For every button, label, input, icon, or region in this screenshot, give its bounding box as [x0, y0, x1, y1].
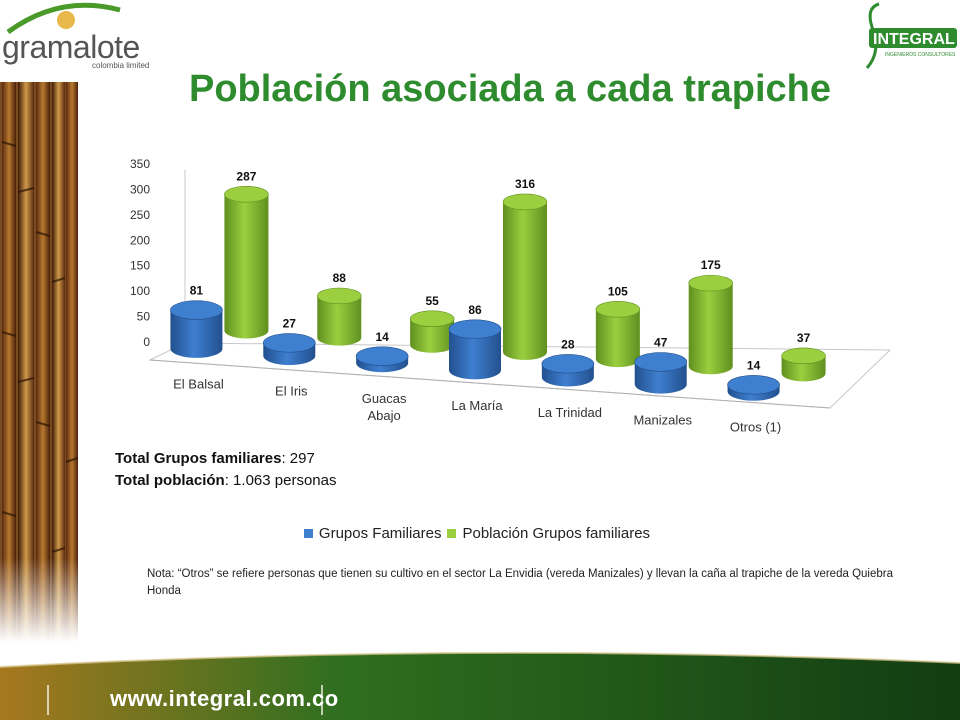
- blue-bar-body: [449, 329, 501, 380]
- sugarcane-image: [0, 82, 78, 642]
- green-bar: 88: [316, 271, 362, 346]
- green-bar-value-label: 88: [333, 271, 347, 285]
- blue-bar-value-label: 27: [283, 317, 297, 331]
- blue-bar: 81: [170, 284, 223, 358]
- green-bar-top: [688, 274, 734, 292]
- logo-right-name: INTEGRAL: [873, 31, 955, 48]
- green-bar-value-label: 175: [701, 258, 721, 272]
- blue-bar: 27: [262, 317, 316, 366]
- blue-bar-value-label: 14: [375, 330, 389, 344]
- green-bar-value-label: 55: [425, 294, 439, 308]
- integral-logo: INTEGRAL INGENIEROS CONSULTORES: [855, 0, 960, 72]
- gramalote-logo: gramalote colombia limited: [0, 0, 170, 72]
- x-tick-label: Otros (1): [730, 419, 781, 434]
- green-bar-body: [503, 201, 547, 360]
- x-tick-label: El Iris: [275, 384, 308, 399]
- green-bar-value-label: 37: [797, 331, 811, 345]
- blue-bar: 14: [355, 330, 409, 373]
- green-bar: 175: [688, 258, 734, 375]
- y-tick-label: 50: [137, 310, 151, 324]
- green-bar: 287: [224, 169, 269, 339]
- legend-swatch-blue: [303, 528, 313, 538]
- logo-left-name: gramalote: [2, 29, 140, 65]
- green-bar-top: [409, 310, 455, 327]
- green-bar-body: [317, 295, 362, 346]
- blue-bar-top: [355, 346, 409, 366]
- legend-label-population: Población Grupos familiares: [462, 524, 651, 542]
- blue-bar-top: [634, 352, 688, 372]
- total-groups-value: : 297: [281, 450, 315, 467]
- legend-item-groups: Grupos Familiares: [303, 524, 442, 542]
- totals-line-2: Total población: 1.063 personas: [115, 470, 615, 492]
- y-tick-label: 150: [130, 259, 150, 273]
- footer-band: [0, 651, 960, 720]
- legend-swatch-green: [447, 528, 457, 538]
- blue-bar-body: [170, 310, 223, 358]
- y-tick-label: 350: [130, 157, 150, 171]
- y-tick-label: 250: [130, 208, 150, 222]
- y-tick-label: 0: [143, 335, 150, 349]
- green-bar: 37: [781, 331, 826, 382]
- x-tick-label: Abajo: [368, 408, 401, 423]
- legend-item-population: Población Grupos familiares: [447, 525, 650, 542]
- x-tick-label: La María: [451, 398, 503, 413]
- blue-bar: 47: [634, 336, 688, 394]
- green-bar-top: [595, 301, 641, 318]
- footnote: Nota: “Otros” se refiere personas que ti…: [147, 568, 893, 597]
- blue-bar-value-label: 86: [468, 303, 482, 317]
- green-bar-top: [781, 347, 826, 365]
- green-bar-value-label: 105: [608, 284, 628, 298]
- page-title: Población asociada a cada trapiche: [188, 68, 832, 110]
- x-tick-label: Manizales: [633, 412, 692, 427]
- logo-right-tagline: INGENIEROS CONSULTORES: [885, 52, 956, 58]
- blue-bar: 28: [541, 337, 595, 387]
- y-tick-label: 300: [130, 182, 150, 196]
- total-groups-label: Total Grupos familiares: [115, 450, 282, 467]
- totals-line-1: Total Grupos familiares: 297: [115, 448, 615, 470]
- x-tick-label: El Balsal: [173, 377, 224, 392]
- total-population-value: : 1.063 personas: [224, 472, 337, 489]
- blue-bar-top: [541, 354, 595, 374]
- blue-bar-top: [727, 375, 780, 395]
- x-tick-label: La Trinidad: [538, 405, 602, 420]
- blue-bar-value-label: 28: [561, 337, 575, 351]
- green-bar-body: [688, 283, 733, 375]
- green-bar-top: [502, 193, 548, 211]
- totals-block: Total Grupos familiares: 297 Total pobla…: [115, 448, 615, 492]
- total-population-label: Total población: [115, 472, 225, 489]
- green-bar-top: [224, 186, 269, 203]
- green-bar-top: [316, 287, 362, 305]
- blue-bar-value-label: 47: [654, 336, 668, 350]
- blue-bar: 14: [727, 358, 780, 401]
- green-bar-body: [224, 194, 269, 339]
- green-bar-body: [410, 318, 455, 353]
- bar-chart: 0 50 100 150 200 250 300 350 El Balsal El Iris Gua…: [130, 157, 891, 434]
- footer-url-link[interactable]: www.integral.com.co: [110, 686, 339, 711]
- x-axis-line: [149, 359, 831, 409]
- legend-label-groups: Grupos Familiares: [318, 524, 442, 542]
- blue-bar-top: [262, 333, 316, 353]
- green-bar-value-label: 287: [236, 169, 256, 183]
- blue-bar-top: [448, 319, 502, 339]
- logo-left-tagline: colombia limited: [92, 61, 149, 70]
- green-bar-body: [595, 309, 640, 368]
- blue-bar-value-label: 14: [747, 358, 761, 372]
- y-tick-label: 200: [130, 233, 150, 247]
- green-bar-value-label: 316: [515, 177, 535, 191]
- green-bar: 316: [502, 177, 548, 360]
- green-bar: 105: [595, 284, 641, 368]
- blue-bar-top: [170, 300, 223, 320]
- blue-bar-value-label: 81: [190, 284, 204, 298]
- x-tick-label: Guacas: [362, 391, 407, 406]
- green-bar: 55: [409, 294, 455, 353]
- blue-bar: 86: [448, 303, 502, 380]
- y-tick-label: 100: [130, 284, 150, 298]
- chart-legend: Grupos Familiares Población Grupos famil…: [0, 521, 960, 545]
